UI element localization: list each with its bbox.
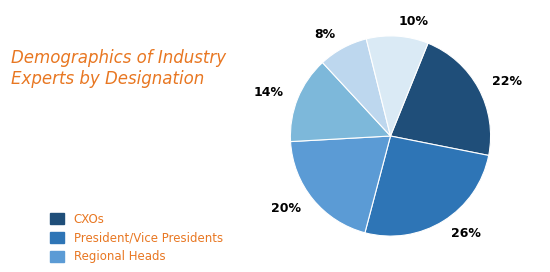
Text: 14%: 14% (254, 86, 284, 99)
Wedge shape (366, 36, 428, 136)
Text: 10%: 10% (399, 15, 428, 28)
Text: 20%: 20% (271, 202, 301, 215)
Wedge shape (290, 63, 390, 142)
Wedge shape (290, 136, 390, 233)
Text: Demographics of Industry
Experts by Designation: Demographics of Industry Experts by Desi… (11, 49, 226, 88)
Text: 22%: 22% (492, 75, 522, 88)
Text: 8%: 8% (315, 28, 336, 41)
Wedge shape (390, 43, 491, 155)
Wedge shape (365, 136, 489, 236)
Legend: CXOs, President/Vice Presidents, Regional Heads: CXOs, President/Vice Presidents, Regiona… (50, 213, 223, 263)
Text: 26%: 26% (452, 227, 481, 240)
Wedge shape (322, 39, 390, 136)
